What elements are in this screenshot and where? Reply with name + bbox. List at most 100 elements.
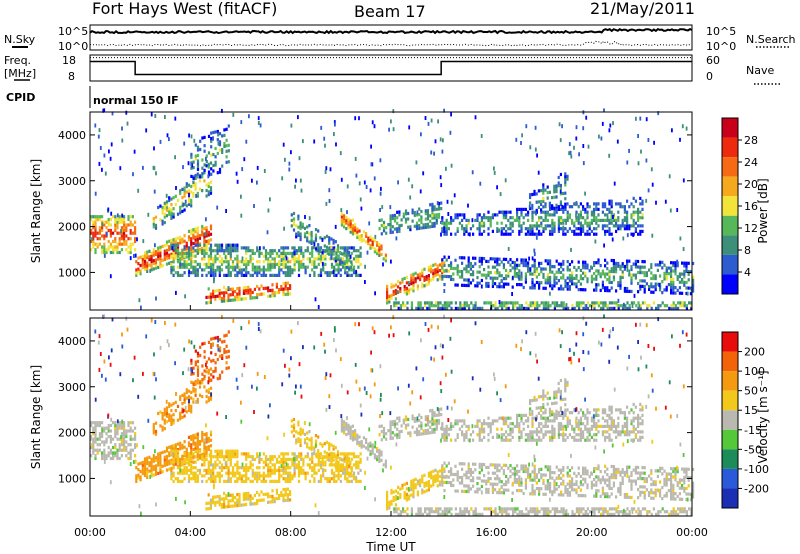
power-cell bbox=[643, 290, 646, 294]
power-cell bbox=[209, 224, 213, 228]
velocity-cell bbox=[139, 475, 142, 479]
power-cell bbox=[308, 224, 311, 228]
power-cell bbox=[531, 304, 534, 308]
power-cell bbox=[415, 213, 419, 217]
power-cell bbox=[531, 301, 534, 305]
velocity-cell bbox=[242, 503, 245, 507]
power-cell bbox=[114, 245, 117, 249]
velocity-cell bbox=[438, 469, 441, 473]
velocity-cell bbox=[96, 437, 99, 441]
power-cell bbox=[165, 240, 169, 244]
power-cell bbox=[536, 304, 539, 308]
power-cell bbox=[568, 227, 571, 231]
power-cell bbox=[256, 260, 259, 264]
velocity-cell bbox=[227, 504, 230, 509]
velocity-cell bbox=[118, 423, 121, 428]
velocity-cell bbox=[297, 479, 301, 483]
power-cell bbox=[286, 246, 290, 250]
power-cell bbox=[170, 271, 173, 275]
power-cell bbox=[648, 287, 651, 291]
velocity-cell bbox=[357, 460, 360, 464]
power-cell bbox=[533, 224, 536, 228]
power-cell bbox=[161, 264, 164, 268]
power-cell bbox=[292, 211, 296, 216]
power-cell bbox=[290, 213, 293, 217]
power-cell bbox=[205, 265, 208, 269]
power-cell bbox=[326, 271, 329, 275]
power-cell bbox=[580, 301, 583, 305]
power-cell bbox=[357, 265, 360, 269]
velocity-cell bbox=[286, 452, 290, 456]
power-cell bbox=[571, 274, 574, 278]
power-cell bbox=[556, 301, 559, 305]
velocity-cell bbox=[247, 455, 250, 459]
power-cell bbox=[293, 262, 296, 266]
power-cell bbox=[434, 270, 437, 275]
velocity-cell bbox=[131, 421, 134, 425]
power-cell bbox=[502, 257, 505, 261]
power-cell bbox=[560, 276, 563, 280]
power-cell bbox=[445, 258, 448, 262]
velocity-cell bbox=[187, 468, 191, 472]
power-cell bbox=[412, 275, 415, 279]
velocity-cell bbox=[311, 457, 314, 461]
velocity-cell bbox=[328, 453, 331, 457]
power-cell bbox=[579, 229, 582, 233]
power-cell bbox=[498, 285, 501, 289]
power-cell bbox=[154, 250, 158, 254]
power-cell bbox=[323, 236, 326, 240]
power-cell bbox=[474, 304, 477, 309]
power-cell bbox=[224, 255, 227, 260]
power-cell bbox=[626, 210, 629, 214]
power-cell bbox=[535, 211, 537, 216]
power-cell bbox=[447, 227, 450, 231]
power-cell bbox=[637, 270, 640, 275]
power-cell bbox=[606, 278, 609, 282]
power-cell bbox=[194, 241, 197, 245]
velocity-cell bbox=[249, 479, 252, 483]
power-cell bbox=[390, 282, 393, 286]
power-cell bbox=[489, 224, 492, 228]
power-cell bbox=[339, 273, 342, 277]
velocity-cell bbox=[214, 500, 217, 505]
power-cell bbox=[535, 208, 538, 212]
velocity-cell bbox=[205, 440, 208, 444]
power-cell bbox=[407, 217, 410, 221]
velocity-cell bbox=[337, 471, 340, 475]
power-cell bbox=[573, 276, 576, 280]
power-cell bbox=[218, 273, 221, 277]
power-cell bbox=[487, 227, 490, 231]
power-cell bbox=[199, 139, 202, 143]
power-cell bbox=[232, 112, 235, 117]
velocity-cell bbox=[176, 455, 180, 459]
velocity-cell bbox=[194, 388, 197, 392]
power-cell bbox=[443, 226, 445, 231]
power-cell bbox=[593, 218, 596, 222]
power-cell bbox=[483, 301, 486, 305]
velocity-cell bbox=[101, 456, 104, 461]
power-cell bbox=[429, 214, 432, 218]
power-cell bbox=[441, 306, 444, 310]
velocity-cell bbox=[236, 463, 239, 467]
velocity-cell bbox=[210, 337, 213, 341]
power-cell bbox=[234, 295, 237, 299]
power-cell bbox=[463, 232, 466, 236]
power-cell bbox=[619, 205, 622, 209]
power-cell bbox=[659, 304, 662, 308]
velocity-cell bbox=[414, 483, 417, 487]
power-cell bbox=[610, 269, 613, 274]
power-cell bbox=[546, 278, 549, 282]
power-cell bbox=[623, 227, 626, 231]
velocity-cell bbox=[236, 477, 239, 481]
power-cell bbox=[194, 143, 197, 147]
velocity-cell bbox=[187, 435, 191, 439]
power-cell bbox=[190, 152, 193, 156]
power-cell bbox=[196, 148, 200, 152]
power-cell bbox=[400, 218, 403, 222]
power-cell bbox=[410, 279, 413, 283]
velocity-cell bbox=[185, 457, 188, 461]
power-cell bbox=[234, 257, 237, 261]
power-cell bbox=[358, 234, 361, 239]
power-cell bbox=[175, 186, 177, 190]
